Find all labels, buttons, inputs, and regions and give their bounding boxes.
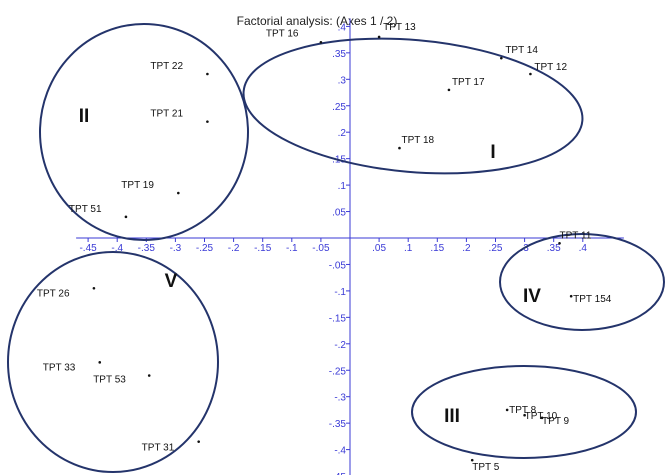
x-tick-label: .2 bbox=[462, 243, 471, 254]
x-tick-label: -.2 bbox=[228, 243, 240, 254]
point-label-tpt-5: TPT 5 bbox=[472, 462, 499, 473]
point-label-tpt-12: TPT 12 bbox=[534, 62, 567, 73]
point-label-tpt-14: TPT 14 bbox=[505, 45, 538, 56]
y-tick-label: -.3 bbox=[334, 393, 346, 404]
point-label-tpt-21: TPT 21 bbox=[150, 109, 183, 120]
chart-title: Factorial analysis: (Axes 1 / 2) bbox=[237, 14, 398, 28]
y-tick-label: -.4 bbox=[334, 446, 346, 457]
point-label-tpt-33: TPT 33 bbox=[43, 362, 76, 373]
group-label-iv: IV bbox=[523, 286, 541, 307]
x-tick-label: -.45 bbox=[79, 243, 97, 254]
point-tpt-13 bbox=[377, 35, 381, 39]
x-tick-label: -.3 bbox=[170, 243, 182, 254]
point-label-tpt-11: TPT 11 bbox=[560, 230, 592, 241]
x-tick-label: .4 bbox=[579, 243, 588, 254]
point-tpt-31 bbox=[197, 440, 200, 443]
point-tpt-21 bbox=[206, 120, 209, 123]
group-label-v: V bbox=[165, 271, 178, 292]
point-tpt-22 bbox=[206, 72, 209, 76]
point-tpt-26 bbox=[92, 286, 96, 290]
y-tick-label: .35 bbox=[332, 49, 346, 60]
point-label-tpt-13: TPT 13 bbox=[383, 22, 416, 33]
point-label-tpt-22: TPT 22 bbox=[150, 61, 183, 72]
point-tpt-17 bbox=[447, 88, 451, 92]
point-label-tpt-18: TPT 18 bbox=[401, 135, 434, 146]
y-tick-label: .1 bbox=[338, 181, 347, 192]
point-label-tpt-10: TPT 10 bbox=[525, 411, 558, 422]
y-tick-label: -.25 bbox=[329, 366, 347, 377]
x-tick-label: -.1 bbox=[286, 243, 298, 254]
y-tick-label: -.15 bbox=[329, 313, 347, 324]
y-tick-label: -.45 bbox=[329, 472, 347, 475]
point-tpt-16 bbox=[319, 40, 323, 44]
point-tpt-154 bbox=[569, 294, 573, 298]
x-tick-label: -.05 bbox=[312, 243, 330, 254]
point-tpt-10 bbox=[523, 413, 526, 417]
y-tick-label: .4 bbox=[338, 22, 347, 33]
y-tick-label: -.1 bbox=[334, 287, 346, 298]
point-tpt-33 bbox=[98, 361, 102, 364]
axes: -.45 -.4 -.35 -.3 -.25 -.2 -.15 -.1 -.05 .05 .1 .15… bbox=[76, 18, 624, 475]
y-tick-label: -.05 bbox=[329, 260, 347, 271]
point-label-tpt-154: TPT 154 bbox=[573, 294, 612, 305]
point-label-tpt-17: TPT 17 bbox=[452, 77, 485, 88]
group-ellipse-iv bbox=[499, 233, 665, 331]
group-label-ii: II bbox=[79, 106, 90, 127]
x-tick-label: -.25 bbox=[196, 243, 214, 254]
data-points: TPT 16 TPT 13 TPT 14 TPT 12 TPT 17 TPT 18 TPT … bbox=[37, 22, 612, 473]
point-label-tpt-19: TPT 19 bbox=[121, 180, 154, 191]
point-tpt-53 bbox=[147, 374, 151, 377]
group-ellipse-ii bbox=[39, 23, 249, 241]
group-label-iii: III bbox=[444, 406, 460, 427]
point-label-tpt-31: TPT 31 bbox=[142, 443, 175, 454]
x-tick-label: -.15 bbox=[254, 243, 272, 254]
x-tick-label: .1 bbox=[404, 243, 413, 254]
point-label-tpt-16: TPT 16 bbox=[266, 28, 299, 39]
group-ellipse-v bbox=[7, 251, 219, 473]
y-tick-label: -.35 bbox=[329, 419, 347, 430]
group-label-i: I bbox=[490, 142, 495, 163]
y-tick-label: .3 bbox=[338, 75, 347, 86]
point-tpt-18 bbox=[398, 146, 401, 150]
point-label-tpt-9: TPT 9 bbox=[542, 416, 569, 427]
point-tpt-12 bbox=[529, 72, 532, 76]
point-tpt-51 bbox=[124, 215, 128, 219]
point-tpt-19 bbox=[177, 191, 180, 195]
point-tpt-14 bbox=[500, 56, 503, 60]
point-tpt-11 bbox=[558, 241, 561, 245]
group-ellipse-i bbox=[242, 37, 584, 175]
y-tick-label: .05 bbox=[332, 208, 346, 219]
point-label-tpt-26: TPT 26 bbox=[37, 288, 70, 299]
group-ellipses bbox=[7, 23, 665, 473]
x-tick-label: -.4 bbox=[111, 243, 123, 254]
x-tick-label: .05 bbox=[372, 243, 386, 254]
point-label-tpt-8: TPT 8 bbox=[509, 405, 536, 416]
point-label-tpt-51: TPT 51 bbox=[69, 204, 102, 215]
y-tick-label: .2 bbox=[338, 128, 347, 139]
x-tick-label: .15 bbox=[430, 243, 444, 254]
point-label-tpt-53: TPT 53 bbox=[93, 375, 126, 386]
point-tpt-8 bbox=[505, 408, 509, 412]
x-tick-label: .25 bbox=[489, 243, 503, 254]
point-tpt-9 bbox=[540, 416, 544, 420]
y-tick-label: -.2 bbox=[334, 340, 346, 351]
group-ellipse-iii bbox=[411, 365, 637, 459]
x-tick-label: .35 bbox=[547, 243, 561, 254]
y-tick-label: .25 bbox=[332, 102, 346, 113]
x-tick-label: -.35 bbox=[138, 243, 156, 254]
point-tpt-5 bbox=[470, 458, 474, 462]
